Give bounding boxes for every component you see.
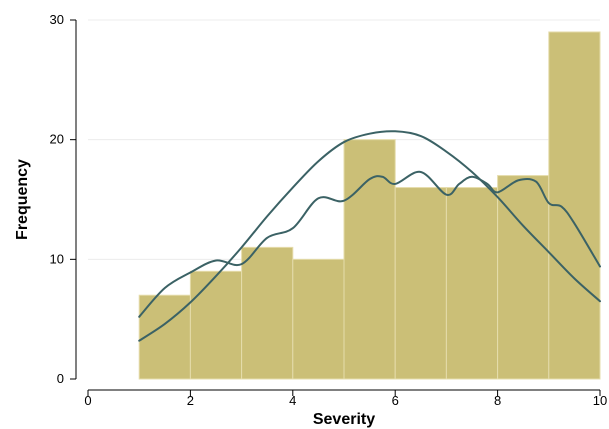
y-tick-label: 0 [57, 371, 64, 386]
x-tick-label: 6 [392, 393, 399, 408]
density-curves [138, 130, 601, 342]
x-tick-label: 10 [593, 393, 607, 408]
x-tick-label: 8 [494, 393, 501, 408]
histogram-bar [292, 258, 345, 380]
histogram-bar [343, 139, 396, 380]
histogram-bar [189, 270, 243, 380]
x-tick-label: 4 [289, 393, 296, 408]
histogram-bar [497, 175, 550, 380]
y-tick-label: 10 [50, 251, 64, 266]
wiggly-density-curve [138, 170, 601, 318]
x-axis-title: Severity [313, 411, 375, 428]
axes [75, 20, 600, 391]
histogram-bar [241, 246, 294, 380]
y-tick-label: 30 [50, 12, 64, 27]
y-tick-label: 20 [50, 132, 64, 147]
x-tick-label: 0 [84, 393, 91, 408]
histogram-bars [138, 31, 601, 380]
histogram-bar [445, 187, 499, 380]
y-axis-title: Frequency [14, 159, 31, 240]
x-tick-label: 2 [187, 393, 194, 408]
smooth-density-curve [138, 130, 601, 342]
y-axis-ticks: 0 10 20 30 [50, 12, 76, 386]
histogram-bar [394, 187, 447, 380]
x-axis-ticks: 0 2 4 6 8 10 [84, 390, 607, 408]
